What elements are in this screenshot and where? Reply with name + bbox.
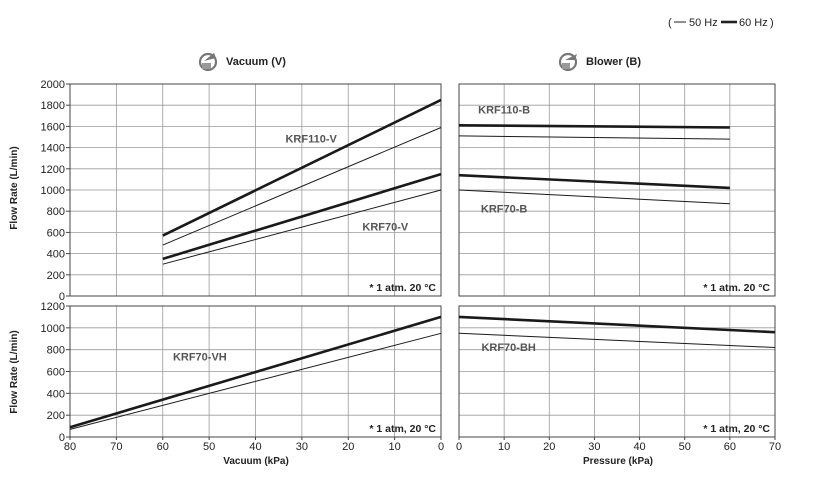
blower-header-label: Blower (B) xyxy=(586,56,641,68)
series-line-krf110-b-50hz xyxy=(458,135,730,140)
plot-frame xyxy=(458,305,776,438)
series-line-krf70-b-60hz xyxy=(458,173,730,190)
x-tick-label: 0 xyxy=(438,441,444,453)
vacuum-pump-icon xyxy=(198,52,218,72)
legend: ( 50 Hz 60 Hz ) xyxy=(668,17,774,29)
series-line-krf70-b-50hz xyxy=(458,189,730,205)
x-tick-label: 20 xyxy=(342,441,354,453)
x-tick-label: 10 xyxy=(498,441,510,453)
y-tick-label: 200 xyxy=(47,410,65,422)
y-tick-label: 800 xyxy=(47,345,65,357)
y-tick-label: 2000 xyxy=(41,79,65,91)
series-label: KRF70-V xyxy=(362,221,409,233)
y-tick-label: 1200 xyxy=(41,301,65,313)
x-axis-label-vacuum: Vacuum (kPa) xyxy=(223,456,289,467)
y-tick-label: 1000 xyxy=(41,185,65,197)
x-tick-label: 80 xyxy=(64,441,76,453)
y-tick-label: 600 xyxy=(47,367,65,379)
series-label: KRF70-BH xyxy=(481,342,535,354)
condition-note: * 1 atm, 20 °C xyxy=(369,423,436,435)
y-tick-label: 0 xyxy=(59,291,65,303)
x-tick-label: 50 xyxy=(203,441,215,453)
x-tick-label: 30 xyxy=(588,441,600,453)
y-tick-label: 1200 xyxy=(41,164,65,176)
y-tick-label: 200 xyxy=(47,270,65,282)
y-tick-label: 1400 xyxy=(41,143,65,155)
y-axis-label-top: Flow Rate (L/min) xyxy=(9,146,20,229)
series-line-krf70-bh-60hz xyxy=(458,315,776,334)
legend-50hz-label: 50 Hz xyxy=(689,17,718,29)
x-tick-label: 50 xyxy=(679,441,691,453)
condition-note: * 1 atm, 20 °C xyxy=(703,423,770,435)
series-label: KRF70-B xyxy=(481,203,528,215)
y-tick-label: 600 xyxy=(47,227,65,239)
series-label: KRF70-VH xyxy=(173,352,227,364)
vacuum-header-label: Vacuum (V) xyxy=(226,56,286,68)
vacuum-bottom-panel: 0 200 400 600 800 1000 1200 80 70 60 50 40 30 20 10 0 KR… xyxy=(41,301,445,453)
blower-fan-icon xyxy=(558,52,578,72)
x-tick-label: 40 xyxy=(249,441,261,453)
legend-60hz-label: 60 Hz xyxy=(739,17,768,29)
series-line-krf110-b-60hz xyxy=(458,124,730,129)
y-tick-label: 1000 xyxy=(41,323,65,335)
series-line-krf110-v-50hz xyxy=(162,127,442,246)
y-tick-label: 400 xyxy=(47,249,65,261)
series-line-krf70-vh-60hz xyxy=(69,315,442,429)
series-line-krf70-vh-50hz xyxy=(69,332,442,430)
x-tick-label: 10 xyxy=(389,441,401,453)
x-tick-label: 20 xyxy=(543,441,555,453)
x-tick-label: 70 xyxy=(110,441,122,453)
condition-note: * 1 atm. 20 °C xyxy=(369,282,436,294)
y-axis-label-bottom: Flow Rate (L/min) xyxy=(9,330,20,413)
legend-open-paren: ( xyxy=(668,17,672,29)
series-line-krf70-bh-50hz xyxy=(458,332,776,348)
y-tick-label: 1600 xyxy=(41,121,65,133)
legend-close-paren: ) xyxy=(770,17,774,29)
blower-top-panel: KRF110-B KRF70-B * 1 atm. 20 °C xyxy=(458,83,776,297)
x-tick-label: 30 xyxy=(296,441,308,453)
vacuum-top-panel: 0 200 400 600 800 1000 1200 1400 1600 1800 2000 KRF… xyxy=(41,79,442,303)
y-tick-label: 0 xyxy=(59,432,65,444)
x-axis-label-pressure: Pressure (kPa) xyxy=(583,456,653,467)
series-label: KRF110-B xyxy=(478,105,530,117)
x-tick-label: 60 xyxy=(724,441,736,453)
x-tick-label: 0 xyxy=(456,441,462,453)
series-label: KRF110-V xyxy=(285,133,337,145)
blower-header: Blower (B) xyxy=(558,52,641,72)
x-tick-label: 70 xyxy=(769,441,781,453)
series-line-krf70-v-50hz xyxy=(162,189,442,265)
series-line-krf70-v-60hz xyxy=(162,172,442,261)
y-tick-label: 400 xyxy=(47,388,65,400)
x-tick-label: 40 xyxy=(633,441,645,453)
vacuum-header: Vacuum (V) xyxy=(198,52,286,72)
condition-note: * 1 atm. 20 °C xyxy=(703,282,770,294)
series-line-krf110-v-60hz xyxy=(162,98,442,237)
y-tick-label: 800 xyxy=(47,206,65,218)
y-tick-label: 1800 xyxy=(41,100,65,112)
blower-bottom-panel: 0 10 20 30 40 50 60 70 KRF70-BH * 1 atm, 20 °C xyxy=(456,305,781,453)
x-tick-label: 60 xyxy=(157,441,169,453)
